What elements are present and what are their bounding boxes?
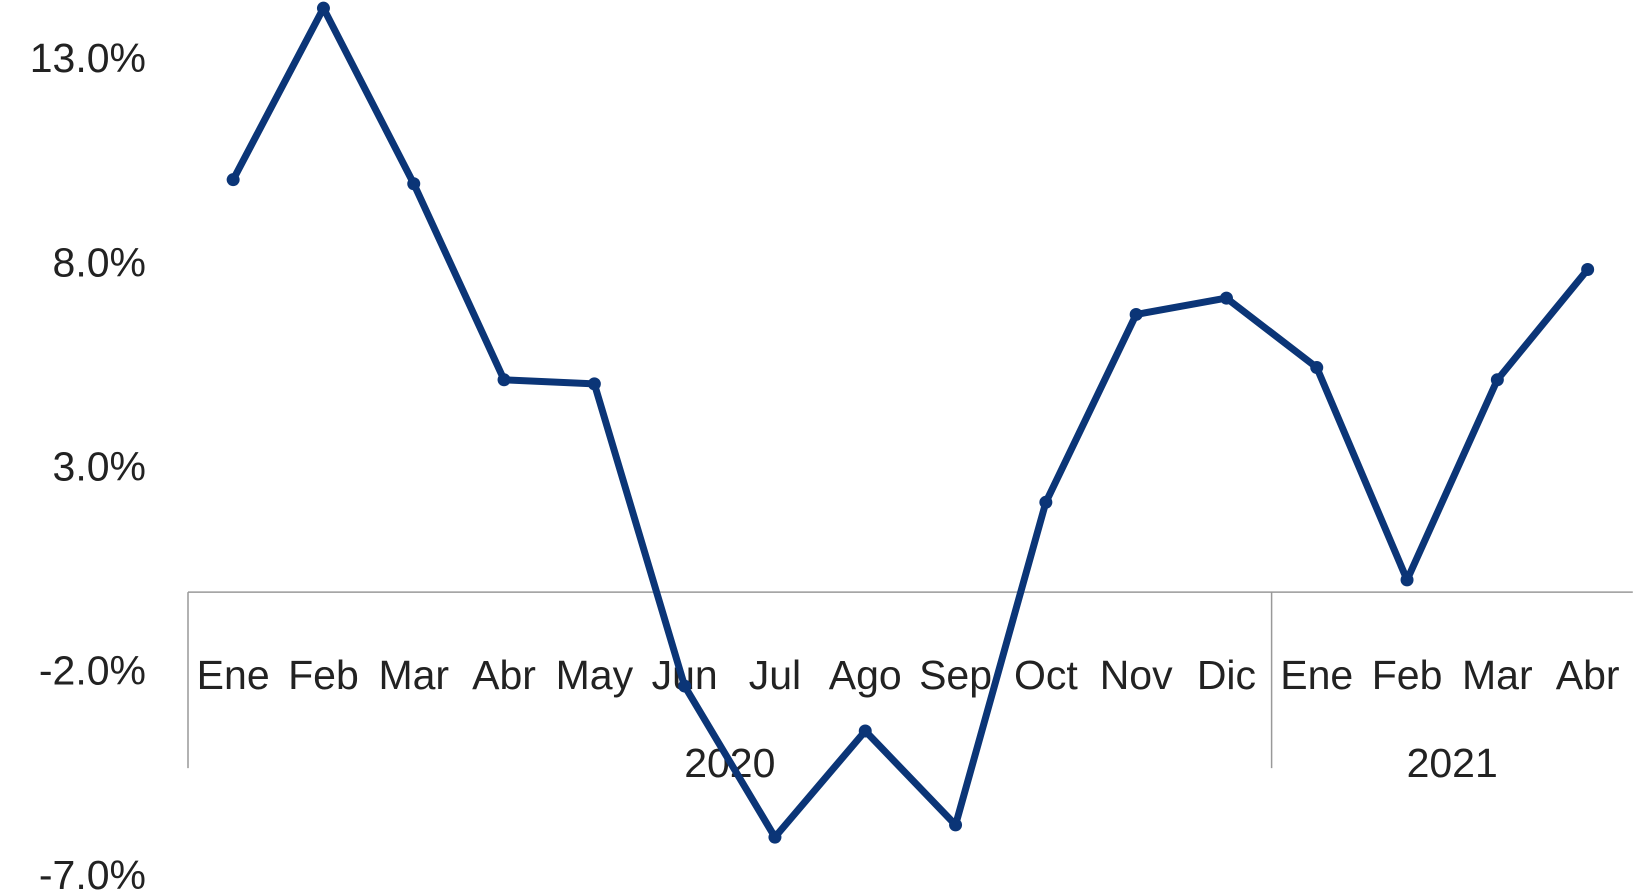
y-tick-label: 3.0% (53, 443, 146, 489)
point (949, 818, 963, 832)
point (1310, 361, 1324, 375)
x-tick-label: Mar (1462, 652, 1533, 698)
point (226, 173, 240, 187)
x-tick-label: Ago (829, 652, 902, 698)
x-tick-label: Ene (1280, 652, 1353, 698)
x-tick-label: Oct (1014, 652, 1078, 698)
y-tick-label: 8.0% (53, 239, 146, 285)
series-line (230, 4, 1591, 841)
x-tick-label: Feb (288, 652, 359, 698)
x-tick-label: Feb (1372, 652, 1443, 698)
x-tick-label: Nov (1100, 652, 1173, 698)
x-tick-label: Ene (197, 652, 270, 698)
group-label: 2021 (1407, 740, 1498, 786)
x-tick-label: Abr (472, 652, 536, 698)
point (678, 679, 692, 693)
y-tick-label: -2.0% (39, 648, 146, 694)
x-tick-label: Jul (749, 652, 801, 698)
point (1490, 373, 1504, 387)
point (1039, 495, 1053, 509)
point (768, 830, 782, 844)
y-tick-label: 13.0% (30, 35, 146, 81)
point (1129, 307, 1143, 321)
x-tick-label: May (556, 652, 634, 698)
point (407, 177, 421, 191)
x-tick-label: Dic (1197, 652, 1256, 698)
point (316, 1, 330, 15)
point (858, 724, 872, 738)
point (1581, 263, 1595, 277)
x-tick-label: Sep (919, 652, 992, 698)
x-tick-label: Abr (1556, 652, 1620, 698)
point (497, 373, 511, 387)
y-tick-label: -7.0% (39, 852, 146, 896)
point (1219, 291, 1233, 305)
x-tick-label: Mar (378, 652, 449, 698)
point (587, 377, 601, 391)
point (1400, 573, 1414, 587)
